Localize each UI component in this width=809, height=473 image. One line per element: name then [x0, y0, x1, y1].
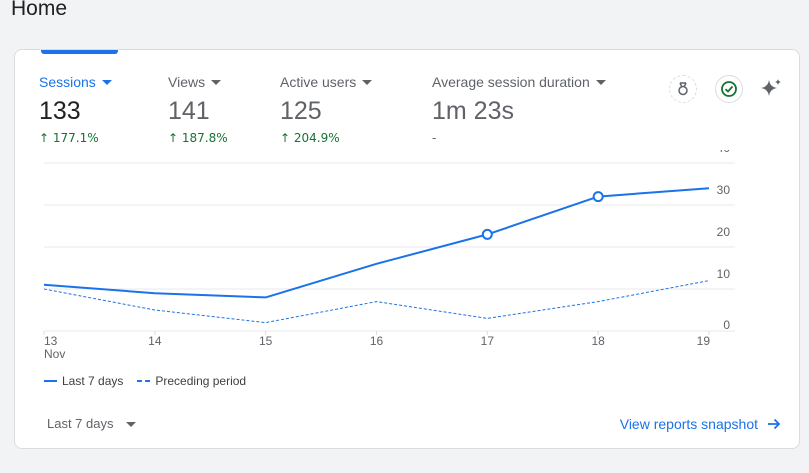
caret-down-icon: [362, 80, 373, 85]
y-tick-label: 30: [717, 183, 731, 197]
metric-sessions-header[interactable]: Sessions: [39, 72, 112, 92]
check-circle-icon[interactable]: [715, 75, 743, 103]
y-tick-label: 10: [717, 267, 731, 281]
caret-down-icon: [211, 80, 222, 85]
series-line-preceding-period: [43, 280, 710, 324]
metric-sessions-value: 133: [39, 97, 81, 125]
metric-avg-session-duration-value: 1m 23s: [432, 97, 514, 125]
y-tick-label: 0: [723, 318, 730, 332]
caret-down-icon: [101, 80, 112, 85]
metric-views-value: 141: [168, 97, 210, 125]
metric-avg-session-duration-label: Average session duration: [432, 74, 590, 90]
data-point-marker[interactable]: [481, 228, 493, 240]
metric-sessions-label: Sessions: [39, 74, 96, 90]
metric-active-users-header[interactable]: Active users: [280, 72, 373, 92]
arrow-right-icon: [768, 418, 781, 430]
y-tick-label: 40: [717, 150, 731, 155]
x-tick-label: 13: [44, 334, 58, 348]
metric-views[interactable]: Views 141 ↑ 187.8%: [168, 72, 228, 145]
view-reports-snapshot-label: View reports snapshot: [619, 416, 758, 432]
view-reports-snapshot-link[interactable]: View reports snapshot: [620, 416, 781, 432]
metric-active-users-label: Active users: [280, 74, 357, 90]
metric-views-label: Views: [168, 74, 206, 90]
x-tick-label: 17: [481, 334, 495, 348]
metric-active-users-value: 125: [280, 97, 322, 125]
sparkle-icon[interactable]: [757, 75, 785, 103]
metric-sessions[interactable]: Sessions 133 ↑ 177.1%: [39, 72, 112, 145]
date-range-dropdown[interactable]: Last 7 days: [47, 416, 136, 431]
metric-views-change: ↑ 187.8%: [168, 131, 228, 145]
legend-swatch: [44, 380, 57, 382]
x-tick-label: 16: [370, 334, 384, 348]
legend-label: Preceding period: [155, 374, 247, 388]
active-tab-indicator: [41, 50, 118, 54]
legend-label: Last 7 days: [62, 374, 124, 388]
legend-item-preceding-period: Preceding period: [137, 374, 246, 388]
metric-avg-session-duration-change: -: [432, 131, 437, 145]
x-tick-label: 15: [259, 334, 273, 348]
legend-swatch: [137, 380, 151, 382]
ribbon-badge-icon[interactable]: [669, 75, 697, 103]
x-tick-label: 14: [148, 334, 162, 348]
metric-active-users[interactable]: Active users 125 ↑ 204.9%: [280, 72, 373, 145]
date-range-label: Last 7 days: [47, 416, 114, 431]
x-axis-month-label: Nov: [44, 347, 65, 361]
chart-legend: Last 7 days Preceding period: [44, 374, 246, 388]
y-tick-label: 20: [717, 225, 731, 239]
legend-item-last-7-days: Last 7 days: [44, 374, 123, 388]
page-title: Home: [11, 0, 68, 20]
metric-views-header[interactable]: Views: [168, 72, 228, 92]
x-tick-label: 18: [591, 334, 605, 348]
data-point-marker[interactable]: [592, 191, 604, 203]
metric-avg-session-duration-header[interactable]: Average session duration: [432, 72, 606, 92]
sessions-line-chart: 40 30 20 10 0 13 14 15 16 17 18 19 Nov: [43, 150, 735, 361]
metric-sessions-change: ↑ 177.1%: [39, 131, 99, 145]
caret-down-icon: [125, 421, 136, 427]
caret-down-icon: [595, 80, 606, 85]
metric-active-users-change: ↑ 204.9%: [280, 131, 340, 145]
overview-card: Sessions 133 ↑ 177.1% Views 141 ↑ 187.8%…: [14, 49, 800, 449]
x-tick-label: 19: [697, 334, 711, 348]
metric-avg-session-duration[interactable]: Average session duration 1m 23s -: [432, 72, 606, 145]
